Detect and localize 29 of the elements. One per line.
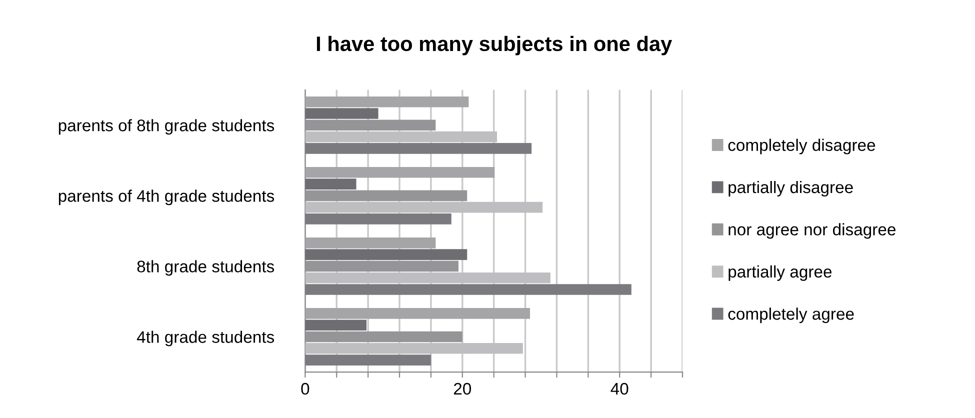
bar bbox=[305, 190, 468, 202]
bar bbox=[305, 249, 468, 260]
bar bbox=[305, 308, 530, 319]
bar bbox=[305, 143, 532, 154]
x-tick-label: 20 bbox=[454, 382, 472, 395]
legend-label: partially disagree bbox=[728, 180, 853, 197]
legend-label: completely disagree bbox=[728, 138, 876, 154]
chart-title: I have too many subjects in one day bbox=[316, 36, 672, 56]
x-tick-label: 40 bbox=[610, 382, 628, 395]
y-tick-label: parents of 8th grade students bbox=[58, 119, 274, 135]
x-tick-label: 0 bbox=[301, 382, 310, 395]
bar bbox=[305, 320, 366, 331]
legend-label: partially agree bbox=[728, 265, 832, 281]
legend-label: completely agree bbox=[728, 308, 854, 324]
bar bbox=[305, 166, 495, 178]
legend-label: nor agree nor disagree bbox=[728, 223, 896, 239]
bar bbox=[305, 178, 356, 190]
bar bbox=[305, 96, 469, 108]
bar bbox=[305, 260, 458, 272]
y-tick-label: 4th grade students bbox=[136, 330, 274, 346]
y-tick-label: 8th grade students bbox=[137, 260, 274, 276]
bar bbox=[305, 284, 632, 295]
bar bbox=[305, 214, 452, 224]
bar bbox=[305, 331, 462, 342]
bar bbox=[305, 120, 436, 131]
bar bbox=[305, 108, 378, 119]
bar bbox=[305, 354, 431, 366]
bar bbox=[305, 238, 436, 248]
y-tick-label: parents of 4th grade students bbox=[58, 190, 274, 206]
